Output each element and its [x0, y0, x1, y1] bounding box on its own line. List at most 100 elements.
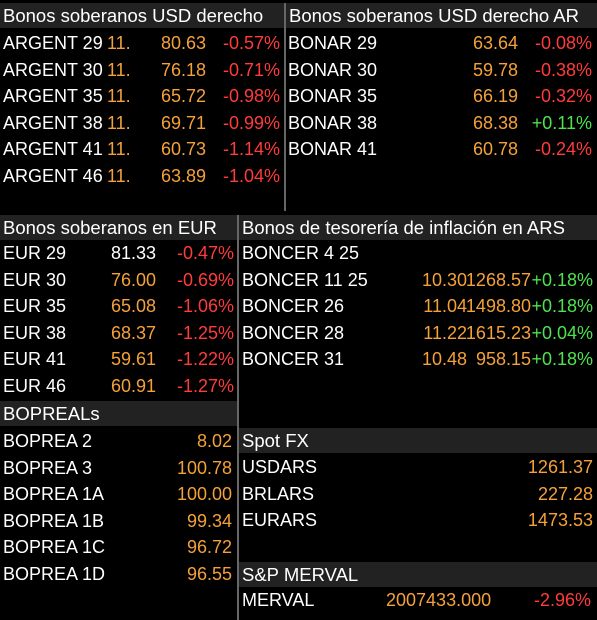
price-value: 60.78	[472, 139, 518, 159]
yield-value: 11.04	[423, 296, 467, 316]
table-row[interactable]: MERVAL 2007433.000 -2.96%	[239, 587, 597, 614]
table-row[interactable]: USDARS 1261.37	[239, 454, 597, 481]
panel-title[interactable]: Bonos de tesorería de inflación en ARS	[239, 215, 597, 240]
security-name: BOPREA 3	[3, 457, 93, 478]
table-row[interactable]: EUR 35 65.08 -1.06%	[0, 293, 237, 320]
panel-title[interactable]: Bonos soberanos en EUR	[0, 215, 237, 240]
change-value: +0.18%	[531, 296, 593, 316]
security-name: ARGENT 38	[3, 112, 103, 133]
price-value: 65.08	[110, 296, 156, 316]
panel-merval: S&P MERVAL MERVAL 2007433.000 -2.96%	[239, 562, 597, 620]
change-value: -0.99%	[222, 112, 280, 133]
change-value: -0.24%	[534, 139, 592, 159]
table-row[interactable]: ARGENT 30 11. 76.18 -0.71%	[0, 57, 284, 84]
security-name: ARGENT 30	[3, 59, 103, 80]
row-tag: 11.	[107, 33, 131, 53]
price-value: 2007433.000	[386, 590, 492, 610]
panel-title[interactable]: Spot FX	[239, 428, 597, 453]
table-row[interactable]: BOPREA 1A 100.00	[0, 481, 237, 508]
change-value: +0.04%	[531, 322, 593, 343]
table-row[interactable]: ARGENT 41 11. 60.73 -1.14%	[0, 136, 284, 163]
security-name: EUR 38	[3, 322, 67, 343]
panel-title[interactable]: Bonos soberanos USD derecho	[0, 3, 284, 28]
security-name: BONCER 31	[242, 349, 345, 369]
table-row[interactable]: EUR 46 60.91 -1.27%	[0, 373, 237, 400]
security-name: BOPREA 1B	[3, 510, 105, 531]
table-row[interactable]: EUR 38 68.37 -1.25%	[0, 320, 237, 347]
price-value: 1498.80	[465, 296, 531, 316]
table-row[interactable]: BONCER 11 25 10.30 1268.57 +0.18%	[239, 267, 597, 294]
table-row[interactable]: BRLARS 227.28	[239, 481, 597, 508]
price-value: 1261.37	[527, 457, 593, 477]
change-value: -1.22%	[176, 349, 234, 369]
panel-title[interactable]: Bonos soberanos USD derecho AR	[286, 3, 597, 28]
table-row[interactable]: BONAR 38 68.38 +0.11%	[286, 110, 597, 137]
security-name: BOPREA 1C	[3, 537, 106, 557]
table-row[interactable]: EUR 30 76.00 -0.69%	[0, 267, 237, 294]
table-row[interactable]: ARGENT 35 11. 65.72 -0.98%	[0, 83, 284, 110]
table-row[interactable]: BOPREA 1D 96.55	[0, 561, 237, 588]
table-row[interactable]: BOPREA 1C 96.72	[0, 534, 237, 561]
panel-divider	[284, 3, 286, 211]
security-name: EUR 46	[3, 375, 67, 396]
change-value: -0.32%	[534, 86, 592, 106]
table-row[interactable]: BONCER 28 11.22 1615.23 +0.04%	[239, 320, 597, 347]
table-row[interactable]: BOPREA 3 100.78	[0, 455, 237, 482]
currency-pair: BRLARS	[242, 483, 315, 504]
security-name: BONCER 4 25	[242, 243, 360, 263]
table-row[interactable]: EUR 41 59.61 -1.22%	[0, 346, 237, 373]
price-value: 60.91	[110, 375, 156, 396]
table-row[interactable]: ARGENT 29 11. 80.63 -0.57%	[0, 30, 284, 57]
security-name: ARGENT 41	[3, 139, 103, 159]
table-row[interactable]: BOPREA 2 8.02	[0, 428, 237, 455]
panel-divider	[237, 215, 239, 620]
table-row[interactable]: BONCER 31 10.48 958.15 +0.18%	[239, 346, 597, 373]
price-value: 65.72	[160, 86, 206, 106]
row-tag: 11.	[107, 139, 131, 159]
table-row[interactable]: BONAR 30 59.78 -0.38%	[286, 57, 597, 84]
security-name: EUR 30	[3, 269, 67, 290]
table-row[interactable]: BONAR 41 60.78 -0.24%	[286, 136, 597, 163]
yield-value: 11.22	[423, 322, 467, 343]
table-row[interactable]: EURARS 1473.53	[239, 507, 597, 534]
currency-pair: EURARS	[242, 510, 318, 530]
price-value: 1473.53	[527, 510, 593, 530]
price-value: 96.55	[186, 563, 232, 584]
price-value: 1268.57	[465, 269, 531, 290]
security-name: BONAR 29	[288, 33, 378, 53]
change-value: -0.69%	[176, 269, 234, 290]
price-value: 68.37	[110, 322, 156, 343]
price-value: 100.00	[176, 484, 232, 504]
price-value: 69.71	[160, 112, 206, 133]
table-row[interactable]: BONAR 29 63.64 -0.08%	[286, 30, 597, 57]
panel-title[interactable]: BOPREALs	[0, 401, 237, 426]
table-row[interactable]: BONCER 4 25	[239, 240, 597, 267]
price-value: 1615.23	[465, 322, 531, 343]
security-name: BONAR 41	[288, 139, 378, 159]
price-value: 81.33	[110, 243, 156, 263]
row-tag: 11.	[107, 112, 131, 133]
change-value: +0.18%	[531, 349, 593, 369]
price-value: 60.73	[160, 139, 206, 159]
table-row[interactable]: BOPREA 1B 99.34	[0, 508, 237, 535]
table-row[interactable]: EUR 29 81.33 -0.47%	[0, 240, 237, 267]
security-name: EUR 41	[3, 349, 67, 369]
table-row[interactable]: ARGENT 38 11. 69.71 -0.99%	[0, 110, 284, 137]
table-row[interactable]: ARGENT 46 11. 63.89 -1.04%	[0, 163, 284, 190]
yield-value: 10.30	[421, 269, 467, 290]
table-row[interactable]: BONAR 35 66.19 -0.32%	[286, 83, 597, 110]
change-value: -0.47%	[176, 243, 234, 263]
panel-title[interactable]: S&P MERVAL	[239, 562, 597, 587]
price-value: 80.63	[160, 33, 206, 53]
change-value: -0.08%	[534, 33, 592, 53]
security-name: EUR 35	[3, 296, 67, 316]
change-value: -2.96%	[533, 590, 591, 610]
row-tag: 11.	[107, 59, 131, 80]
security-name: BONAR 35	[288, 86, 378, 106]
security-name: BONAR 30	[288, 59, 378, 80]
security-name: EUR 29	[3, 243, 67, 263]
security-name: BONCER 11 25	[242, 269, 368, 290]
row-tag: 11.	[107, 86, 131, 106]
panel-spot-fx: Spot FX USDARS 1261.37 BRLARS 227.28 EUR…	[239, 428, 597, 538]
table-row[interactable]: BONCER 26 11.04 1498.80 +0.18%	[239, 293, 597, 320]
